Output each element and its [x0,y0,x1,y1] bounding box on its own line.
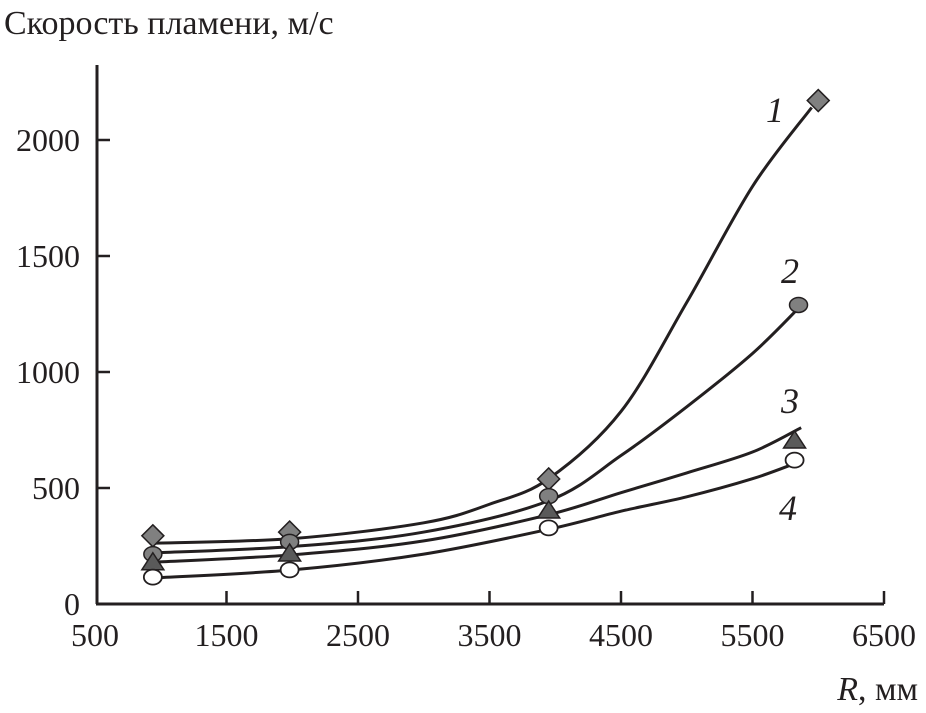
open-circle-marker [279,561,300,579]
x-tick-label: 6500 [852,617,916,653]
x-axis-unit: , мм [858,671,918,708]
x-tick-label: 4500 [589,617,653,653]
series-labels: 1 2 3 4 [766,90,799,528]
axes: 500 1500 2500 3500 4500 5500 65000500100015002… [16,65,916,653]
y-tick-label: 0 [64,586,80,622]
y-tick-label: 1000 [16,354,80,390]
x-tick-label: 2500 [326,617,390,653]
open-circle-marker [142,568,163,586]
y-tick-label: 2000 [16,122,80,158]
series-line-1 [152,106,813,545]
curves [152,106,813,580]
markers [140,88,831,586]
diamond-marker [536,466,561,492]
series-line-2 [152,307,800,555]
diamond-marker [806,88,831,113]
series-label-2: 2 [781,251,799,291]
open-circle-marker [538,519,559,537]
x-axis-label: R, мм [836,671,918,708]
series-label-1: 1 [766,90,784,130]
triangle-marker [536,499,562,519]
triangle-marker [277,542,302,562]
x-tick-label: 500 [71,617,119,653]
circle-marker [788,296,809,314]
x-tick-label: 5500 [721,617,785,653]
x-tick-label: 1500 [195,617,259,653]
triangle-marker [782,429,807,449]
open-circle-marker [784,451,805,469]
x-axis-var: R [836,671,858,708]
y-tick-label: 500 [32,470,80,506]
series-label-3: 3 [780,381,799,421]
series-label-4: 4 [779,488,797,528]
y-tick-label: 1500 [16,238,80,274]
x-tick-label: 3500 [458,617,522,653]
chart-title: Скорость пламени, м/с [4,5,334,42]
